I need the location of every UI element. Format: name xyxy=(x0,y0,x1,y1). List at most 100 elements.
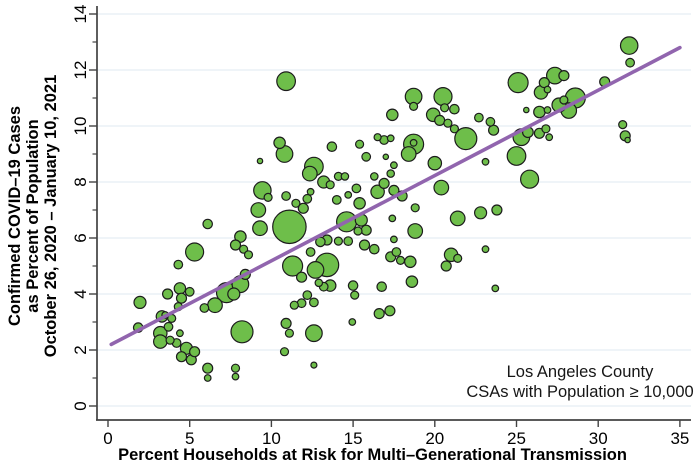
bubble xyxy=(263,192,273,202)
bubble xyxy=(296,271,308,283)
bubble xyxy=(227,287,241,301)
y-tick-label: 10 xyxy=(71,117,90,136)
bubble xyxy=(485,116,496,127)
bubble xyxy=(522,106,530,114)
bubble xyxy=(619,36,639,55)
bubble xyxy=(185,242,205,262)
bubble xyxy=(325,180,335,190)
bubble xyxy=(344,190,353,199)
bubble xyxy=(618,119,628,130)
x-tick-label: 10 xyxy=(262,429,281,448)
bubble xyxy=(474,206,488,220)
bubble xyxy=(230,363,241,373)
x-tick-label: 5 xyxy=(185,429,194,448)
bubble xyxy=(481,245,490,254)
y-tick-label: 0 xyxy=(71,401,90,410)
y-tick-label: 4 xyxy=(71,289,90,298)
annotation-line2: CSAs with Population ≥ 10,000 xyxy=(466,383,694,401)
bubble xyxy=(202,218,213,230)
chart-annotation: Los Angeles County CSAs with Population … xyxy=(430,362,695,402)
bubble xyxy=(281,191,292,201)
bubble xyxy=(488,124,500,136)
x-tick-label: 25 xyxy=(507,429,526,448)
bubble xyxy=(409,101,419,112)
bubble xyxy=(440,103,450,113)
axes-layer xyxy=(89,6,691,427)
tick-labels-layer: 0 5 10 15 20 25 30 35 0 2 4 6 8 10 12 14 xyxy=(71,5,689,448)
bubble xyxy=(231,372,240,381)
bubble xyxy=(454,127,478,151)
bubble xyxy=(333,236,343,246)
bubble xyxy=(543,85,552,94)
bubble xyxy=(388,214,397,223)
bubble xyxy=(291,198,301,208)
bubble xyxy=(256,157,264,165)
bubble xyxy=(243,250,254,260)
bubble xyxy=(314,278,324,288)
bubble xyxy=(386,169,396,178)
bubble xyxy=(559,95,569,105)
bubble xyxy=(353,197,366,210)
bubble xyxy=(361,151,372,162)
y-tick-label: 12 xyxy=(71,61,90,80)
bubble xyxy=(343,236,354,247)
bubble xyxy=(519,169,540,189)
bubble xyxy=(302,290,313,301)
bubble xyxy=(545,133,554,142)
x-tick-label: 20 xyxy=(425,429,444,448)
annotation-line1: Los Angeles County xyxy=(506,363,654,381)
bubble xyxy=(306,187,315,196)
bubble xyxy=(309,297,319,308)
y-axis-title-line3: October 26, 2020 – January 10, 2021 xyxy=(42,74,60,358)
bubble xyxy=(378,177,390,189)
bubble xyxy=(382,153,390,161)
bubble xyxy=(400,146,417,162)
bubble xyxy=(407,223,424,239)
bubble xyxy=(355,139,365,149)
bubble xyxy=(230,320,254,344)
bubble xyxy=(351,183,362,194)
bubble xyxy=(306,261,325,279)
bubble xyxy=(331,194,342,205)
bubble xyxy=(440,260,452,272)
trend-line-layer xyxy=(109,45,682,347)
bubble xyxy=(390,161,398,170)
bubble xyxy=(163,321,174,332)
bubble xyxy=(199,303,210,313)
bubble xyxy=(385,108,399,122)
bubble xyxy=(386,134,395,143)
bubble xyxy=(340,172,350,181)
bubble xyxy=(624,136,631,144)
bubble xyxy=(453,253,463,263)
bubble xyxy=(625,57,635,68)
bubble xyxy=(184,286,195,297)
bubble xyxy=(368,243,380,255)
bubble xyxy=(403,255,417,269)
bubble xyxy=(541,124,551,134)
bubble xyxy=(507,71,529,94)
y-tick-label: 14 xyxy=(71,5,90,24)
bubble xyxy=(369,172,379,181)
bubble xyxy=(280,317,292,329)
bubble xyxy=(348,318,357,326)
bubble xyxy=(449,210,466,227)
y-tick-label: 6 xyxy=(71,233,90,242)
bubble xyxy=(506,146,527,166)
bubble xyxy=(434,114,446,127)
bubble xyxy=(297,202,309,214)
x-tick-label: 0 xyxy=(103,429,112,448)
bubble xyxy=(162,288,174,300)
x-tick-label: 35 xyxy=(670,429,689,448)
bubble xyxy=(276,71,297,92)
bubble xyxy=(481,157,490,166)
bubble xyxy=(384,305,396,317)
bubble xyxy=(229,239,242,251)
bubble xyxy=(543,106,552,114)
bubble xyxy=(189,346,201,358)
bubble xyxy=(427,155,443,171)
bubble xyxy=(175,329,184,338)
x-tick-label: 30 xyxy=(589,429,608,448)
bubble xyxy=(373,308,385,320)
